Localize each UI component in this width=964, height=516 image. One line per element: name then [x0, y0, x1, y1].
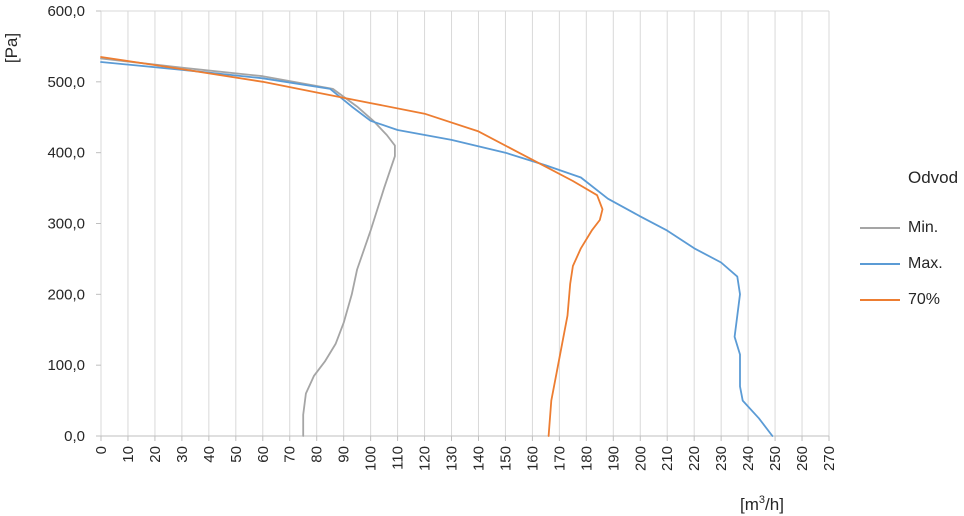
x-tick-labels: 0 10 20 30 40 50 60 70 80 90 100 110 120 130 140 150 160… [93, 446, 838, 471]
x-tick-label: 0 [93, 446, 110, 454]
legend-swatch [860, 227, 900, 229]
x-axis-title: [m3/h] [740, 494, 784, 514]
x-tick-label: 90 [336, 446, 353, 463]
y-tick-label: 500,0 [47, 74, 85, 91]
x-tick-label: 130 [444, 446, 461, 471]
x-tick-label: 10 [120, 446, 137, 463]
x-tick-label: 270 [821, 446, 838, 471]
legend-swatch [860, 299, 900, 301]
legend-swatch [860, 263, 900, 265]
x-tick-label: 250 [767, 446, 784, 471]
x-tick-label: 60 [255, 446, 272, 463]
x-tick-label: 160 [524, 446, 541, 471]
x-tick-label: 120 [417, 446, 434, 471]
legend-items: Min. Max. 70% [860, 210, 964, 318]
x-tick-label: 230 [713, 446, 730, 471]
y-tick-label: 300,0 [47, 216, 85, 233]
legend-label: Min. [908, 219, 939, 236]
y-tick-labels: 0,0 100,0 200,0 300,0 400,0 500,0 600,0 [47, 3, 85, 445]
x-tick-label: 240 [740, 446, 757, 471]
grid-lines [96, 10, 830, 441]
series-lines [100, 56, 774, 437]
x-tick-label: 220 [686, 446, 703, 471]
y-axis-title: [Pa] [2, 33, 21, 63]
series-line-max [100, 61, 774, 437]
legend-item: Min. [860, 210, 964, 246]
x-tick-label: 100 [363, 446, 380, 471]
x-tick-label: 260 [794, 446, 811, 471]
legend-item: Max. [860, 246, 964, 282]
x-tick-label: 140 [470, 446, 487, 471]
x-tick-label: 50 [228, 446, 245, 463]
y-tick-label: 100,0 [47, 357, 85, 374]
legend-label: 70% [908, 291, 941, 308]
legend-item: 70% [860, 282, 964, 318]
x-tick-label: 40 [201, 446, 218, 463]
series-line-min [100, 57, 396, 437]
series-line-70 [100, 56, 604, 437]
x-tick-label: 210 [659, 446, 676, 471]
y-tick-label: 400,0 [47, 145, 85, 162]
y-tick-label: 600,0 [47, 3, 85, 20]
legend: Odvod Min. Max. 70% [860, 168, 964, 318]
y-tick-label: 200,0 [47, 286, 85, 303]
legend-label: Max. [908, 255, 943, 272]
x-tick-label: 30 [174, 446, 191, 463]
x-tick-label: 180 [578, 446, 595, 471]
x-tick-label: 150 [497, 446, 514, 471]
x-tick-label: 110 [390, 446, 407, 470]
x-tick-label: 80 [309, 446, 326, 463]
x-tick-label: 70 [282, 446, 299, 463]
x-tick-label: 190 [605, 446, 622, 471]
x-tick-label: 200 [632, 446, 649, 471]
y-tick-label: 0,0 [64, 428, 85, 445]
legend-title: Odvod [908, 168, 959, 187]
x-tick-label: 170 [551, 446, 568, 471]
x-tick-label: 20 [147, 446, 164, 463]
